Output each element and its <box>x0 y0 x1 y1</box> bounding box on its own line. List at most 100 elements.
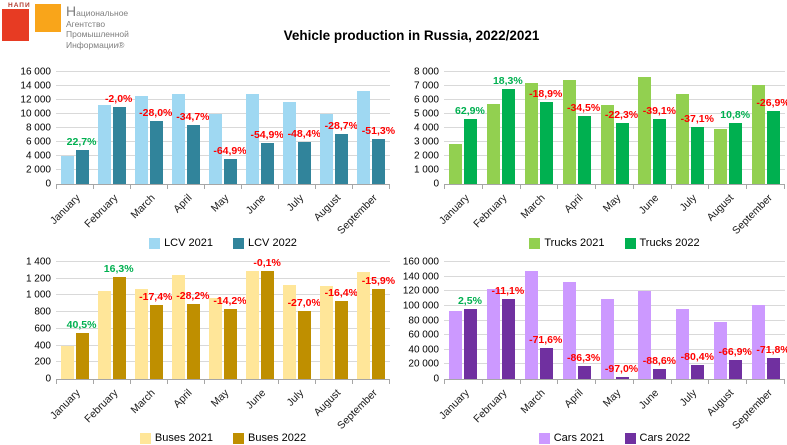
bar-group: 62,9% <box>444 72 485 184</box>
change-label: 16,3% <box>103 262 134 275</box>
bar-group: -34,5% <box>558 72 600 184</box>
change-label: -86,3% <box>566 351 601 364</box>
bar-cars-2021 <box>638 291 652 379</box>
x-axis-label: July <box>677 192 699 214</box>
change-label: -34,5% <box>566 102 601 115</box>
bar-group: 40,5% <box>56 262 96 379</box>
x-axis-labels: January February March April May June July Augu… <box>437 384 785 432</box>
x-axis-category: June <box>633 189 671 233</box>
bar-trucks-2022 <box>463 119 477 184</box>
gridline <box>56 261 390 262</box>
change-label: -88,6% <box>642 354 677 367</box>
legend: LCV 2021 LCV 2022 <box>56 237 390 249</box>
bar-trucks-2022 <box>729 122 743 184</box>
change-label: -18,9% <box>529 87 563 100</box>
bar-cars-2022 <box>653 368 667 379</box>
gridline <box>444 71 785 72</box>
gridline <box>56 294 390 296</box>
gridline <box>444 290 785 292</box>
x-axis-category: September <box>730 384 785 432</box>
axis-tick <box>634 185 672 189</box>
y-axis-tick-label: 2 000 <box>413 150 439 162</box>
y-axis-tick-label: 600 <box>34 323 51 335</box>
y-axis-tick-label: 120 000 <box>402 285 439 297</box>
x-axis-label: April <box>171 387 195 411</box>
legend-item: Cars 2022 <box>624 432 690 444</box>
gridline <box>56 99 390 100</box>
x-axis-labels: January February March April May June July Augu… <box>48 384 390 432</box>
x-axis-category: June <box>242 384 279 428</box>
axis-tick <box>709 380 748 384</box>
y-axis-tick-label: 140 000 <box>402 271 439 283</box>
bar-group: -28,2% <box>167 262 210 379</box>
x-axis-category: February <box>82 189 130 233</box>
bar-group: -28,0% <box>130 72 172 184</box>
axis-tick <box>483 380 521 384</box>
napi-logo: НАПИ Национальное Агентство Промышленной… <box>0 0 180 56</box>
x-axis-category: March <box>518 384 558 428</box>
gridline <box>56 141 390 142</box>
legend-item: Buses 2021 <box>139 432 213 444</box>
bar-lcv-2022 <box>298 141 312 184</box>
axis-tick <box>521 380 559 384</box>
bar-group: -22,3% <box>596 72 638 184</box>
bar-lcv-2021 <box>171 94 185 184</box>
axis-tick <box>168 185 205 189</box>
bar-trucks-2021 <box>486 103 500 184</box>
bar-group: -88,6% <box>633 262 676 379</box>
bar-group: -48,4% <box>279 72 321 184</box>
legend-swatch <box>149 237 161 249</box>
gridline <box>56 361 390 363</box>
y-axis-tick-label: 10 000 <box>20 108 51 120</box>
y-axis-tick-label: 20 000 <box>408 358 439 370</box>
x-axis-category: September <box>335 189 390 237</box>
legend-swatch <box>139 432 151 444</box>
logo-text: Национальное Агентство Промышленной Инфо… <box>66 3 129 50</box>
x-axis-label: June <box>244 387 269 412</box>
bar-lcv-2021 <box>320 114 334 184</box>
y-axis-tick-label: 5 000 <box>413 108 439 120</box>
gridline <box>444 99 785 100</box>
axis-tick <box>596 380 634 384</box>
axis-tick <box>672 380 710 384</box>
y-axis-tick-label: 0 <box>433 178 439 190</box>
bar-trucks-2022 <box>539 101 553 184</box>
bar-buses-2022 <box>149 304 163 379</box>
legend-label: Trucks 2021 <box>544 237 605 249</box>
bar-group: -71,8% <box>747 262 787 379</box>
x-axis-label: May <box>600 192 624 215</box>
axis-tick <box>94 380 131 384</box>
change-label: 22,7% <box>66 135 97 148</box>
bar-trucks-2021 <box>752 84 766 184</box>
change-label: -97,0% <box>604 362 639 375</box>
y-axis-tick-label: 8 000 <box>413 66 439 78</box>
x-axis-category: July <box>671 384 709 428</box>
change-label: -16,4% <box>324 287 358 300</box>
legend-swatch <box>624 237 636 249</box>
plot-area: 40,5% 16,3% -17,4% -28,2% -14,2% -0,1% -27,0% -… <box>56 257 395 380</box>
axis-tick <box>242 380 279 384</box>
legend: Cars 2021 Cars 2022 <box>444 432 785 444</box>
bar-cars-2022 <box>615 376 629 379</box>
x-axis-label: April <box>561 192 586 216</box>
y-axis-tick-label: 800 <box>34 306 51 318</box>
y-axis-tick-label: 100 000 <box>402 300 439 312</box>
bar-group: -28,7% <box>316 72 358 184</box>
bar-trucks-2022 <box>615 122 629 184</box>
axis-tick <box>94 185 131 189</box>
axis-tick <box>709 185 748 189</box>
bar-trucks-2021 <box>600 104 614 184</box>
gridline <box>56 169 390 170</box>
legend-swatch <box>233 432 244 444</box>
bar-cars-2022 <box>691 365 705 379</box>
x-axis-category: April <box>558 384 596 428</box>
legend-swatch <box>529 237 541 249</box>
change-label: 40,5% <box>66 318 97 331</box>
x-axis-category: July <box>279 384 316 428</box>
x-axis-labels: January February March April May June July Augu… <box>437 189 785 237</box>
legend-item: Trucks 2022 <box>624 237 700 249</box>
change-label: -64,9% <box>213 145 247 158</box>
x-axis-label: August <box>311 387 343 419</box>
y-axis-tick-label: 8 000 <box>25 122 51 134</box>
bar-group: -0,1% <box>242 257 281 379</box>
